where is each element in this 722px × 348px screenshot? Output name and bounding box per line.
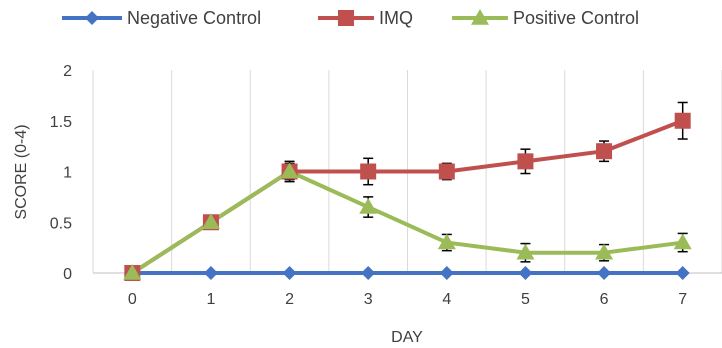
data-point-square: [438, 163, 455, 180]
data-point-diamond: [675, 266, 690, 280]
legend-label: IMQ: [379, 8, 413, 28]
x-tick-label: 2: [285, 291, 294, 308]
y-tick-label: 1.5: [50, 114, 72, 131]
tick-labels: 0 0.5 1 1.5 2 0 1 2 3 4 5 6 7: [50, 63, 687, 308]
x-tick-label: 4: [442, 291, 451, 308]
data-point-diamond: [439, 266, 454, 280]
legend-label: Positive Control: [513, 8, 639, 28]
data-point-square: [360, 163, 377, 180]
series-line: [131, 169, 683, 275]
legend-marker-triangle: [471, 9, 489, 25]
y-tick-label: 0: [63, 266, 72, 283]
x-axis-title: DAY: [391, 329, 423, 346]
data-point-diamond: [282, 266, 297, 280]
data-point-triangle: [437, 233, 456, 250]
data-point-triangle: [123, 264, 142, 280]
data-point-triangle: [359, 198, 378, 214]
x-tick-label: 7: [678, 291, 687, 308]
data-point-triangle: [201, 213, 220, 229]
legend-item: Negative Control: [62, 8, 261, 28]
data-point-square: [674, 112, 691, 129]
data-point-diamond: [361, 266, 376, 280]
x-tick-label: 0: [128, 291, 137, 308]
data-point-diamond: [203, 266, 218, 280]
legend-marker-diamond: [85, 11, 99, 25]
legend-marker-square: [338, 10, 354, 26]
series-group: [123, 101, 692, 281]
y-tick-label: 1: [63, 165, 72, 182]
data-point-triangle: [595, 243, 614, 260]
data-point-square: [596, 143, 613, 160]
data-point-square: [517, 153, 534, 170]
data-point-diamond: [597, 266, 612, 280]
x-tick-label: 3: [364, 291, 373, 308]
legend-item: Positive Control: [452, 8, 639, 28]
x-tick-label: 6: [600, 291, 609, 308]
x-tick-label: 5: [521, 291, 530, 308]
data-point-triangle: [673, 233, 692, 250]
data-point-triangle: [516, 243, 535, 260]
data-point-triangle: [280, 162, 299, 179]
y-axis-title: SCORE (0-4): [13, 124, 30, 219]
y-tick-label: 2: [63, 63, 72, 80]
x-tick-label: 1: [206, 291, 215, 308]
legend: Negative Control IMQ Positive Control: [62, 8, 639, 28]
legend-label: Negative Control: [127, 8, 261, 28]
legend-item: IMQ: [318, 8, 413, 28]
y-tick-label: 0.5: [50, 215, 72, 232]
data-point-diamond: [518, 266, 533, 280]
